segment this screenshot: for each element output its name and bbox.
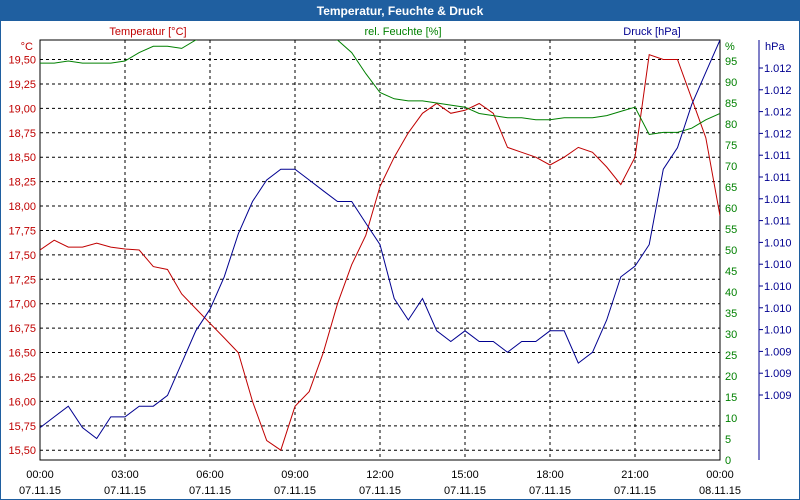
temperature-line — [40, 54, 720, 451]
left-tick-label: 18,50 — [8, 152, 36, 164]
right1-tick-label: 90 — [725, 77, 737, 89]
unit-right1: % — [725, 41, 735, 53]
x-tick-date: 07.11.15 — [359, 485, 401, 497]
right2-tick-label: 1.009 — [764, 346, 792, 358]
right2-tick-label: 1.010 — [764, 303, 792, 315]
left-tick-label: 19,00 — [8, 103, 36, 115]
right2-tick-label: 1.012 — [764, 107, 792, 119]
axis-labels: 19,50 19,25 19,00 18,75 18,50 18,25 18,00 17,75… — [8, 55, 791, 497]
x-tick-time: 00:00 — [26, 469, 54, 481]
x-tick-date: 07.11.15 — [529, 485, 571, 497]
unit-right2: hPa — [765, 41, 785, 53]
right1-tick-label: 80 — [725, 119, 737, 131]
right1-tick-label: 55 — [725, 224, 737, 236]
right1-tick-label: 0 — [725, 455, 731, 467]
right1-tick-label: 25 — [725, 350, 737, 362]
humidity-line — [40, 40, 720, 136]
legend-temperature: Temperatur [°C] — [109, 26, 186, 38]
x-tick-date: 07.11.15 — [444, 485, 486, 497]
right2-tick-label: 1.010 — [764, 259, 792, 271]
right1-tick-label: 70 — [725, 161, 737, 173]
left-tick-label: 15,75 — [8, 421, 36, 433]
right2-tick-label: 1.012 — [764, 85, 792, 97]
left-tick-label: 17,00 — [8, 299, 36, 311]
pressure-line — [40, 40, 720, 440]
left-tick-label: 15,50 — [8, 445, 36, 457]
right1-tick-label: 50 — [725, 245, 737, 257]
left-tick-label: 16,50 — [8, 348, 36, 360]
left-tick-label: 19,50 — [8, 55, 36, 67]
right1-tick-label: 95 — [725, 56, 737, 68]
x-tick-time: 09:00 — [281, 469, 309, 481]
left-tick-label: 16,75 — [8, 323, 36, 335]
right1-tick-label: 10 — [725, 413, 737, 425]
left-tick-label: 17,75 — [8, 225, 36, 237]
x-tick-time: 12:00 — [366, 469, 394, 481]
legend-humidity: rel. Feuchte [%] — [364, 26, 441, 38]
right2-tick-label: 1.011 — [764, 172, 791, 184]
chart-title: Temperatur, Feuchte & Druck — [1, 1, 799, 21]
x-tick-date: 07.11.15 — [104, 485, 146, 497]
right1-tick-label: 5 — [725, 434, 731, 446]
x-tick-date: 07.11.15 — [19, 485, 61, 497]
series-group — [40, 40, 720, 451]
x-tick-date: 07.11.15 — [189, 485, 231, 497]
right2-tick-label: 1.012 — [764, 63, 792, 75]
right1-tick-label: 15 — [725, 392, 737, 404]
left-tick-label: 17,50 — [8, 250, 36, 262]
left-tick-label: 16,00 — [8, 396, 36, 408]
right2-tick-label: 1.011 — [764, 216, 791, 228]
right1-tick-label: 75 — [725, 140, 737, 152]
right2-tick-label: 1.010 — [764, 281, 792, 293]
right1-tick-label: 65 — [725, 182, 737, 194]
unit-left: °C — [21, 41, 33, 53]
left-tick-label: 18,00 — [8, 201, 36, 213]
left-tick-label: 18,75 — [8, 128, 36, 140]
left-tick-label: 17,25 — [8, 274, 36, 286]
left-tick-label: 19,25 — [8, 79, 36, 91]
right1-tick-label: 60 — [725, 203, 737, 215]
right1-tick-label: 20 — [725, 371, 737, 383]
right2-tick-label: 1.010 — [764, 237, 792, 249]
right1-tick-label: 35 — [725, 308, 737, 320]
right1-tick-label: 85 — [725, 98, 737, 110]
right2-tick-label: 1.011 — [764, 150, 791, 162]
x-tick-date: 07.11.15 — [614, 485, 656, 497]
grid-lines — [40, 40, 720, 460]
x-tick-time: 06:00 — [196, 469, 224, 481]
x-tick-date: 07.11.15 — [274, 485, 316, 497]
x-tick-time: 03:00 — [111, 469, 139, 481]
right1-tick-label: 30 — [725, 329, 737, 341]
x-tick-time: 00:00 — [706, 469, 734, 481]
left-tick-label: 18,25 — [8, 177, 36, 189]
right1-tick-label: 45 — [725, 266, 737, 278]
x-tick-time: 21:00 — [621, 469, 649, 481]
x-tick-date: 08.11.15 — [699, 485, 741, 497]
right2-tick-label: 1.011 — [764, 194, 791, 206]
x-tick-time: 18:00 — [536, 469, 564, 481]
right1-tick-label: 40 — [725, 287, 737, 299]
right2-tick-label: 1.009 — [764, 368, 792, 380]
x-tick-time: 15:00 — [451, 469, 479, 481]
right2-tick-label: 1.010 — [764, 325, 792, 337]
right2-tick-label: 1.009 — [764, 390, 792, 402]
left-tick-label: 16,25 — [8, 372, 36, 384]
legend-pressure: Druck [hPa] — [623, 26, 680, 38]
right2-tick-label: 1.012 — [764, 128, 792, 140]
